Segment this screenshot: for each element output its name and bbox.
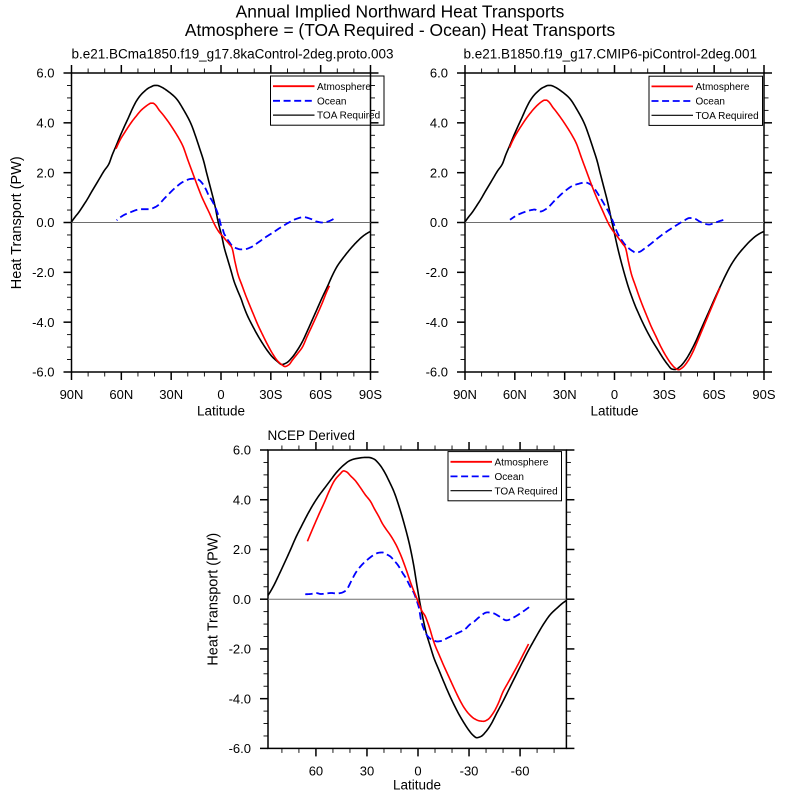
svg-text:Latitude: Latitude	[393, 778, 441, 793]
svg-text:6.0: 6.0	[430, 66, 448, 81]
svg-text:30S: 30S	[653, 387, 676, 402]
svg-text:-4.0: -4.0	[32, 315, 54, 330]
svg-text:60S: 60S	[703, 387, 726, 402]
svg-text:-6.0: -6.0	[32, 365, 54, 380]
svg-text:Latitude: Latitude	[590, 404, 638, 419]
svg-text:Heat Transport (PW): Heat Transport (PW)	[9, 156, 25, 289]
svg-text:6.0: 6.0	[233, 443, 251, 458]
svg-text:4.0: 4.0	[233, 492, 251, 507]
svg-text:4.0: 4.0	[36, 115, 54, 130]
svg-text:Latitude: Latitude	[197, 404, 245, 419]
svg-text:90S: 90S	[752, 387, 775, 402]
svg-text:60S: 60S	[309, 387, 332, 402]
svg-text:TOA Required: TOA Required	[495, 486, 558, 497]
svg-text:NCEP Derived: NCEP Derived	[268, 428, 356, 443]
svg-text:2.0: 2.0	[36, 165, 54, 180]
svg-text:b.e21.B1850.f19_g17.CMIP6-piCo: b.e21.B1850.f19_g17.CMIP6-piControl-2deg…	[464, 46, 757, 61]
svg-text:30N: 30N	[553, 387, 577, 402]
svg-text:-4.0: -4.0	[229, 691, 251, 706]
svg-text:0.0: 0.0	[233, 592, 251, 607]
svg-text:90S: 90S	[359, 387, 382, 402]
svg-text:-2.0: -2.0	[229, 642, 251, 657]
svg-text:0: 0	[217, 387, 224, 402]
svg-text:Ocean: Ocean	[696, 97, 725, 108]
svg-text:-6.0: -6.0	[229, 741, 251, 756]
svg-text:2.0: 2.0	[430, 165, 448, 180]
svg-text:4.0: 4.0	[430, 115, 448, 130]
svg-text:-60: -60	[511, 763, 530, 778]
svg-text:60N: 60N	[109, 387, 133, 402]
svg-text:6.0: 6.0	[36, 66, 54, 81]
svg-text:30N: 30N	[159, 387, 183, 402]
svg-text:Atmosphere = (TOA Required - O: Atmosphere = (TOA Required - Ocean) Heat…	[185, 20, 616, 40]
svg-text:30S: 30S	[259, 387, 282, 402]
svg-text:-30: -30	[460, 763, 479, 778]
svg-text:0: 0	[414, 763, 421, 778]
svg-text:60N: 60N	[503, 387, 527, 402]
svg-text:TOA Required: TOA Required	[317, 111, 380, 122]
svg-text:Annual Implied Northward Heat: Annual Implied Northward Heat Transports	[236, 2, 565, 22]
svg-text:b.e21.BCma1850.f19_g17.8kaCont: b.e21.BCma1850.f19_g17.8kaControl-2deg.p…	[72, 46, 394, 61]
svg-text:-2.0: -2.0	[32, 265, 54, 280]
svg-text:2.0: 2.0	[233, 542, 251, 557]
svg-text:Heat Transport (PW): Heat Transport (PW)	[206, 533, 222, 666]
svg-text:-6.0: -6.0	[426, 365, 448, 380]
svg-text:TOA Required: TOA Required	[696, 111, 759, 122]
svg-text:-2.0: -2.0	[426, 265, 448, 280]
svg-text:0.0: 0.0	[36, 215, 54, 230]
svg-text:60: 60	[309, 763, 323, 778]
svg-text:Ocean: Ocean	[317, 96, 346, 107]
svg-text:Atmosphere: Atmosphere	[696, 82, 750, 93]
svg-text:Ocean: Ocean	[495, 472, 524, 483]
svg-text:0: 0	[611, 387, 618, 402]
svg-text:90N: 90N	[60, 387, 84, 402]
svg-text:Atmosphere: Atmosphere	[317, 82, 371, 93]
svg-text:Atmosphere: Atmosphere	[495, 457, 549, 468]
svg-text:30: 30	[360, 763, 374, 778]
svg-text:0.0: 0.0	[430, 215, 448, 230]
svg-text:90N: 90N	[453, 387, 477, 402]
svg-text:-4.0: -4.0	[426, 315, 448, 330]
